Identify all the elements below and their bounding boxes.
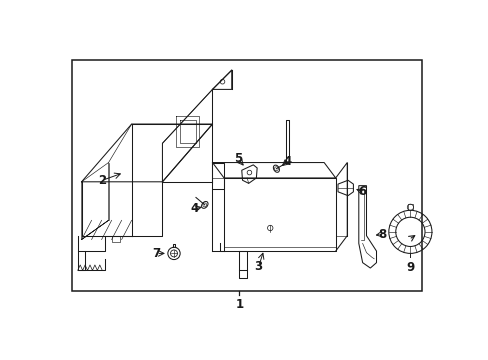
Text: 6: 6 (358, 185, 366, 198)
Bar (71, 60, 421, 291)
Text: 9: 9 (406, 261, 414, 274)
Text: 4: 4 (283, 154, 291, 167)
Text: 5: 5 (233, 152, 242, 165)
Text: 8: 8 (377, 228, 385, 240)
Text: 7: 7 (152, 247, 160, 260)
Text: 1: 1 (235, 298, 243, 311)
Text: 2: 2 (98, 174, 106, 187)
Text: 4: 4 (190, 202, 199, 215)
Text: 3: 3 (254, 260, 262, 273)
